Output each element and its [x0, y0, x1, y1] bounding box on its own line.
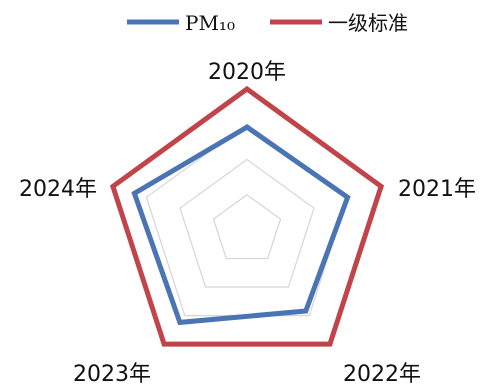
category-label-4: 2023年 — [73, 362, 151, 385]
radar-grid — [145, 123, 349, 317]
legend-label-1: PM₁₀ — [185, 11, 235, 35]
category-label-2: 2021年 — [398, 177, 476, 202]
category-label-5: 2024年 — [19, 177, 97, 202]
legend: PM₁₀ 一级标准 — [127, 11, 408, 35]
category-labels: 2020年 2021年 2022年 2023年 2024年 — [19, 60, 476, 385]
gridline-1 — [212, 194, 282, 260]
radar-series — [109, 85, 385, 347]
category-label-3: 2022年 — [343, 362, 421, 385]
category-label-1: 2020年 — [208, 60, 286, 85]
legend-label-2: 一级标准 — [328, 11, 408, 35]
series-line-1 — [131, 124, 351, 326]
series-line-2 — [109, 85, 385, 347]
gridline-2 — [179, 158, 315, 288]
